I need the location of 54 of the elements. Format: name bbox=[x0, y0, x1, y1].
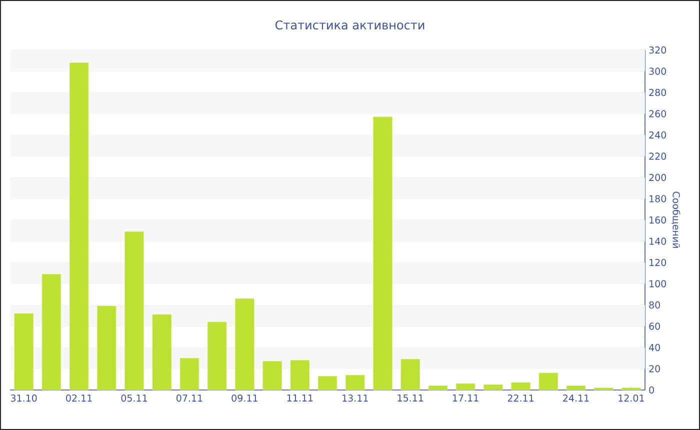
y-tick-label: 260 bbox=[649, 110, 666, 118]
bar bbox=[511, 382, 530, 390]
bar bbox=[484, 384, 503, 390]
bar bbox=[97, 306, 116, 390]
bar bbox=[538, 372, 558, 390]
y-tick-label: 20 bbox=[649, 365, 660, 372]
y-axis-title: Сообщений bbox=[672, 192, 680, 248]
x-tick-label: 07.11 bbox=[176, 394, 202, 402]
y-tick-label: 100 bbox=[650, 280, 666, 288]
bar bbox=[69, 62, 89, 390]
bar bbox=[14, 313, 34, 390]
bar bbox=[235, 298, 254, 390]
bar bbox=[400, 358, 420, 390]
bar bbox=[373, 116, 392, 390]
bar bbox=[622, 388, 641, 390]
bar bbox=[428, 386, 448, 390]
y-tick-label: 40 bbox=[649, 344, 660, 352]
x-tick-label: 22.11 bbox=[508, 394, 534, 402]
y-tick-label: 140 bbox=[650, 238, 666, 245]
x-tick-label: 31.10 bbox=[10, 394, 37, 402]
y-tick-label: 320 bbox=[649, 46, 666, 54]
bar bbox=[318, 376, 338, 390]
y-tick-label: 120 bbox=[650, 258, 666, 266]
y-tick-label: 80 bbox=[649, 301, 660, 309]
y-tick-label: 200 bbox=[649, 174, 666, 182]
x-tick-label: 11.11 bbox=[287, 394, 313, 402]
x-tick-label: 02.11 bbox=[66, 394, 92, 402]
y-tick-label: 180 bbox=[650, 195, 666, 202]
bar bbox=[207, 322, 227, 390]
bar bbox=[566, 386, 586, 390]
x-tick-label: 17.11 bbox=[453, 394, 478, 402]
bar bbox=[456, 383, 476, 390]
bar bbox=[42, 274, 62, 390]
bar bbox=[594, 388, 614, 390]
bar bbox=[262, 361, 282, 390]
x-tick-label: 15.11 bbox=[398, 394, 424, 402]
x-tick-label: 09.11 bbox=[232, 394, 258, 402]
y-tick-label: 0 bbox=[649, 386, 654, 394]
x-tick-label: 12.01 bbox=[618, 394, 644, 402]
bar bbox=[346, 374, 365, 390]
y-tick-label: 220 bbox=[649, 152, 666, 160]
y-tick-label: 240 bbox=[649, 131, 666, 139]
y-tick-label: 280 bbox=[649, 88, 666, 96]
bar bbox=[152, 314, 172, 390]
x-tick-label: 24.11 bbox=[563, 394, 589, 402]
x-tick-label: 13.11 bbox=[342, 394, 368, 402]
x-tick-label: 05.11 bbox=[121, 394, 147, 402]
y-tick-label: 300 bbox=[649, 68, 666, 75]
y-tick-label: 160 bbox=[650, 216, 666, 224]
chart-title: Статистика активности bbox=[276, 20, 424, 30]
y-tick-label: 60 bbox=[649, 322, 660, 330]
bar bbox=[124, 231, 144, 390]
bar bbox=[290, 360, 310, 390]
bar bbox=[180, 358, 200, 390]
